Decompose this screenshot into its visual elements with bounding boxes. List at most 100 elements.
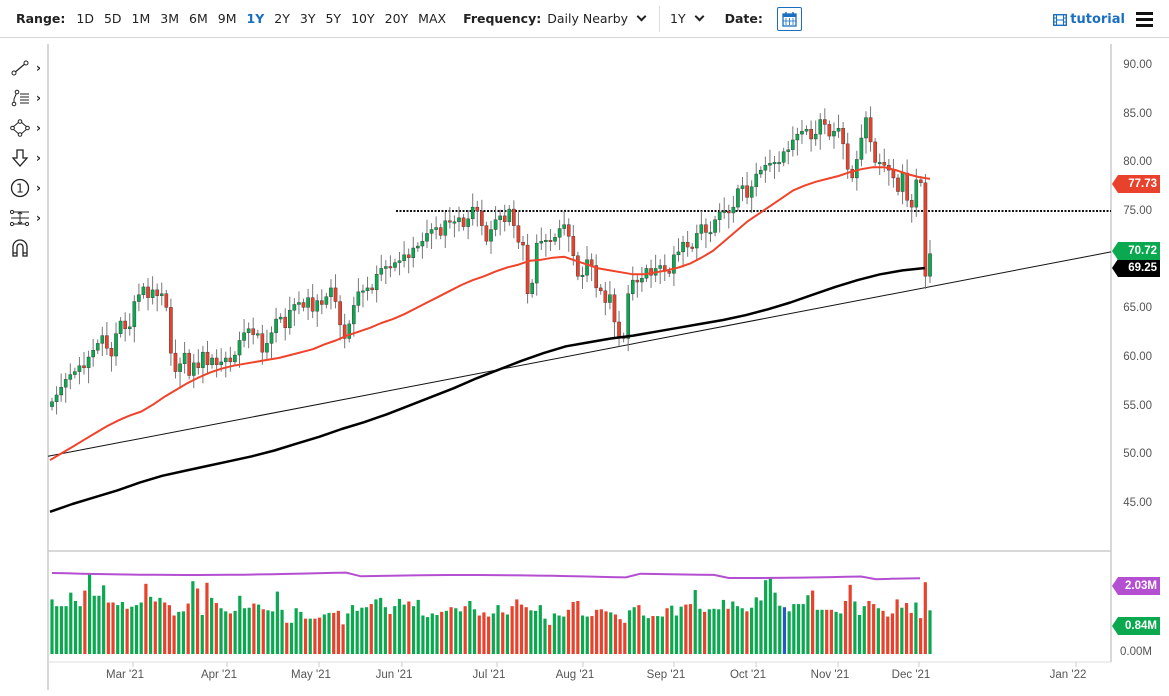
period-value: 1Y [670,11,686,26]
candle-down [809,129,813,140]
volume-bar [543,618,547,654]
range-button-5d[interactable]: 5D [103,11,122,26]
range-button-3m[interactable]: 3M [160,11,180,26]
candle-up [86,356,91,368]
volume-bar [416,599,420,654]
range-button-1y[interactable]: 1Y [246,11,265,26]
candle-up [749,186,754,198]
magnet-tool[interactable] [10,237,46,259]
range-button-6m[interactable]: 6M [189,11,208,26]
candle-up [443,220,448,236]
volume-bar [411,606,416,654]
volume-bar [341,624,345,654]
arrow-tool[interactable]: › [10,147,46,169]
volume-bar [820,609,824,654]
volume-bar [571,602,575,654]
trendline-tool[interactable]: › [10,57,46,79]
frequency-dropdown[interactable]: Daily Nearby [547,11,653,26]
candle-up [539,240,544,244]
candle-up [397,260,402,263]
volume-bar [191,581,195,654]
candle-down [338,301,342,326]
volume-bar [158,597,162,654]
fibonacci-tool[interactable]: › [10,87,46,109]
x-tick-label: Sep '21 [646,669,686,681]
volume-bar [853,601,857,654]
shapes-tool[interactable]: › [10,117,46,139]
volume-bar [801,604,805,654]
frequency-label: Frequency: [463,11,542,26]
range-button-max[interactable]: MAX [418,11,447,26]
numbered-circle-icon: 1 [10,178,30,198]
volume-bar [773,592,777,654]
candle-up [182,352,187,365]
volume-bar [233,610,237,654]
candle-down [909,200,914,208]
candle-up [493,219,498,230]
volume-bar [857,615,862,654]
candle-down [475,206,480,212]
candle-down [123,320,127,329]
candle-down [82,365,86,368]
volume-bar [829,609,834,654]
candle-up [141,286,146,295]
candle-up [717,211,722,220]
range-button-2y[interactable]: 2Y [274,11,290,26]
volume-bar [599,609,603,654]
volume-bar [261,609,265,654]
candle-up [402,254,406,261]
period-dropdown[interactable]: 1Y [670,11,711,26]
candle-down [228,357,233,363]
candle-up [791,139,795,150]
candle-down [745,185,749,198]
range-button-5y[interactable]: 5Y [325,11,342,26]
range-button-3y[interactable]: 3Y [299,11,316,26]
y-tick-label: 45.00 [1123,496,1152,509]
volume-bar [200,615,204,654]
candle-up [928,253,932,277]
range-button-1m[interactable]: 1M [131,11,151,26]
range-button-20y[interactable]: 20Y [384,11,409,26]
candle-up [425,233,429,242]
candle-down [516,225,521,243]
candle-up [544,240,548,242]
measure-tool[interactable]: › [10,207,46,229]
range-button-10y[interactable]: 10Y [351,11,375,26]
range-button-9m[interactable]: 9M [217,11,237,26]
candle-up [699,224,704,234]
candle-down [461,217,466,227]
candle-up [836,128,841,132]
date-picker-button[interactable] [776,6,802,31]
range-button-1d[interactable]: 1D [76,11,94,26]
volume-bar [796,604,801,654]
volume-bar [848,584,852,654]
x-tick-label: Oct '21 [729,669,767,681]
volume-bar [515,599,519,654]
candle-down [617,321,621,337]
candle-up [630,279,635,294]
volume-bar [811,590,815,654]
volume-bar [632,607,636,654]
candle-down [905,172,909,201]
volume-bar [792,604,796,654]
volume-bar [64,606,68,654]
candle-down [850,168,855,179]
candle-down [388,266,393,269]
volume-bar [388,613,392,654]
candle-up [694,233,699,249]
volume-bar [576,600,580,654]
hamburger-menu-button[interactable] [1136,12,1153,30]
volume-bar [872,604,876,654]
candle-up [255,333,260,336]
tutorial-link[interactable]: tutorial [1053,12,1125,27]
annotation-tool[interactable]: 1 › [10,177,46,199]
frequency-value: Daily Nearby [547,11,629,26]
y-tick-label: 75.00 [1123,204,1152,217]
volume-bar [679,606,683,654]
candle-down [251,328,256,335]
volume-bar [397,598,402,654]
volume-bar [383,607,387,654]
candle-up [713,219,717,233]
candle-up [329,287,333,297]
